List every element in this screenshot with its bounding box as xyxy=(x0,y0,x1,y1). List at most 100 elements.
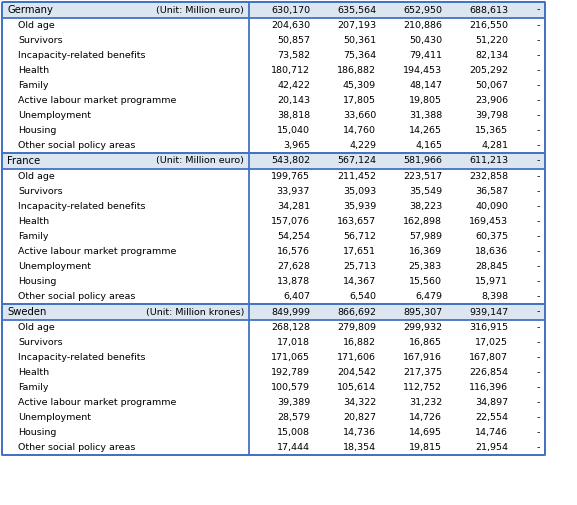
Bar xyxy=(249,153,315,169)
Text: 8,398: 8,398 xyxy=(481,292,508,301)
Text: 14,746: 14,746 xyxy=(475,428,508,437)
Text: 204,542: 204,542 xyxy=(337,368,376,377)
Text: 279,809: 279,809 xyxy=(337,323,376,332)
Text: 6,407: 6,407 xyxy=(283,292,310,301)
Bar xyxy=(513,259,545,274)
Text: 15,971: 15,971 xyxy=(475,277,508,286)
Text: 6,540: 6,540 xyxy=(349,292,376,301)
Bar xyxy=(513,289,545,304)
Bar xyxy=(447,320,513,335)
Text: -: - xyxy=(537,398,540,407)
Bar xyxy=(513,138,545,153)
Bar xyxy=(381,169,447,184)
Text: -: - xyxy=(537,247,540,256)
Bar xyxy=(249,199,315,214)
Text: -: - xyxy=(537,428,540,437)
Bar xyxy=(513,33,545,48)
Bar xyxy=(315,184,381,199)
Bar xyxy=(249,48,315,63)
Text: 35,549: 35,549 xyxy=(409,187,442,196)
Bar xyxy=(513,410,545,425)
Bar xyxy=(249,350,315,365)
Bar xyxy=(2,380,249,395)
Text: Housing: Housing xyxy=(18,277,57,286)
Text: 14,726: 14,726 xyxy=(409,413,442,422)
Bar xyxy=(315,289,381,304)
Bar xyxy=(315,169,381,184)
Bar xyxy=(315,33,381,48)
Text: 48,147: 48,147 xyxy=(409,81,442,90)
Text: Old age: Old age xyxy=(18,21,55,30)
Bar xyxy=(2,425,249,440)
Bar xyxy=(381,78,447,93)
Text: Housing: Housing xyxy=(18,126,57,135)
Text: 34,281: 34,281 xyxy=(277,202,310,211)
Bar xyxy=(315,365,381,380)
Bar xyxy=(513,244,545,259)
Text: 895,307: 895,307 xyxy=(403,308,442,317)
Text: 316,915: 316,915 xyxy=(469,323,508,332)
Bar xyxy=(2,395,249,410)
Text: 169,453: 169,453 xyxy=(469,217,508,226)
Bar xyxy=(447,395,513,410)
Text: -: - xyxy=(537,217,540,226)
Text: 17,025: 17,025 xyxy=(475,338,508,347)
Bar xyxy=(447,199,513,214)
Text: 28,845: 28,845 xyxy=(475,262,508,271)
Text: 226,854: 226,854 xyxy=(469,368,508,377)
Text: 22,554: 22,554 xyxy=(475,413,508,422)
Text: 157,076: 157,076 xyxy=(271,217,310,226)
Text: -: - xyxy=(537,96,540,105)
Text: -: - xyxy=(537,338,540,347)
Text: 4,165: 4,165 xyxy=(415,141,442,150)
Bar xyxy=(2,274,249,289)
Bar xyxy=(249,365,315,380)
Bar xyxy=(513,229,545,244)
Bar xyxy=(447,93,513,108)
Text: 50,857: 50,857 xyxy=(277,36,310,45)
Bar xyxy=(2,153,249,169)
Text: 42,422: 42,422 xyxy=(277,81,310,90)
Text: Family: Family xyxy=(18,232,48,241)
Text: -: - xyxy=(537,308,540,317)
Bar xyxy=(381,229,447,244)
Bar xyxy=(513,169,545,184)
Bar xyxy=(447,425,513,440)
Text: Other social policy areas: Other social policy areas xyxy=(18,292,136,301)
Text: 567,124: 567,124 xyxy=(337,157,376,166)
Text: 25,383: 25,383 xyxy=(409,262,442,271)
Text: 35,939: 35,939 xyxy=(343,202,376,211)
Text: -: - xyxy=(537,6,540,15)
Bar xyxy=(513,153,545,169)
Bar xyxy=(447,380,513,395)
Text: 19,815: 19,815 xyxy=(409,443,442,452)
Text: 866,692: 866,692 xyxy=(337,308,376,317)
Text: 73,582: 73,582 xyxy=(277,51,310,60)
Text: Germany: Germany xyxy=(7,5,53,15)
Bar xyxy=(381,2,447,18)
Text: Unemployment: Unemployment xyxy=(18,111,91,120)
Text: 14,265: 14,265 xyxy=(409,126,442,135)
Text: 13,878: 13,878 xyxy=(277,277,310,286)
Bar xyxy=(381,440,447,455)
Bar xyxy=(381,335,447,350)
Text: 31,388: 31,388 xyxy=(409,111,442,120)
Text: 38,223: 38,223 xyxy=(409,202,442,211)
Text: 581,966: 581,966 xyxy=(403,157,442,166)
Text: Family: Family xyxy=(18,81,48,90)
Bar xyxy=(447,18,513,33)
Text: 16,882: 16,882 xyxy=(343,338,376,347)
Text: -: - xyxy=(537,383,540,392)
Text: 116,396: 116,396 xyxy=(469,383,508,392)
Bar xyxy=(381,410,447,425)
Bar xyxy=(513,365,545,380)
Text: 211,452: 211,452 xyxy=(337,172,376,181)
Bar xyxy=(315,395,381,410)
Bar xyxy=(381,274,447,289)
Text: -: - xyxy=(537,51,540,60)
Text: 56,712: 56,712 xyxy=(343,232,376,241)
Bar xyxy=(249,410,315,425)
Text: -: - xyxy=(537,172,540,181)
Bar xyxy=(315,18,381,33)
Bar xyxy=(249,289,315,304)
